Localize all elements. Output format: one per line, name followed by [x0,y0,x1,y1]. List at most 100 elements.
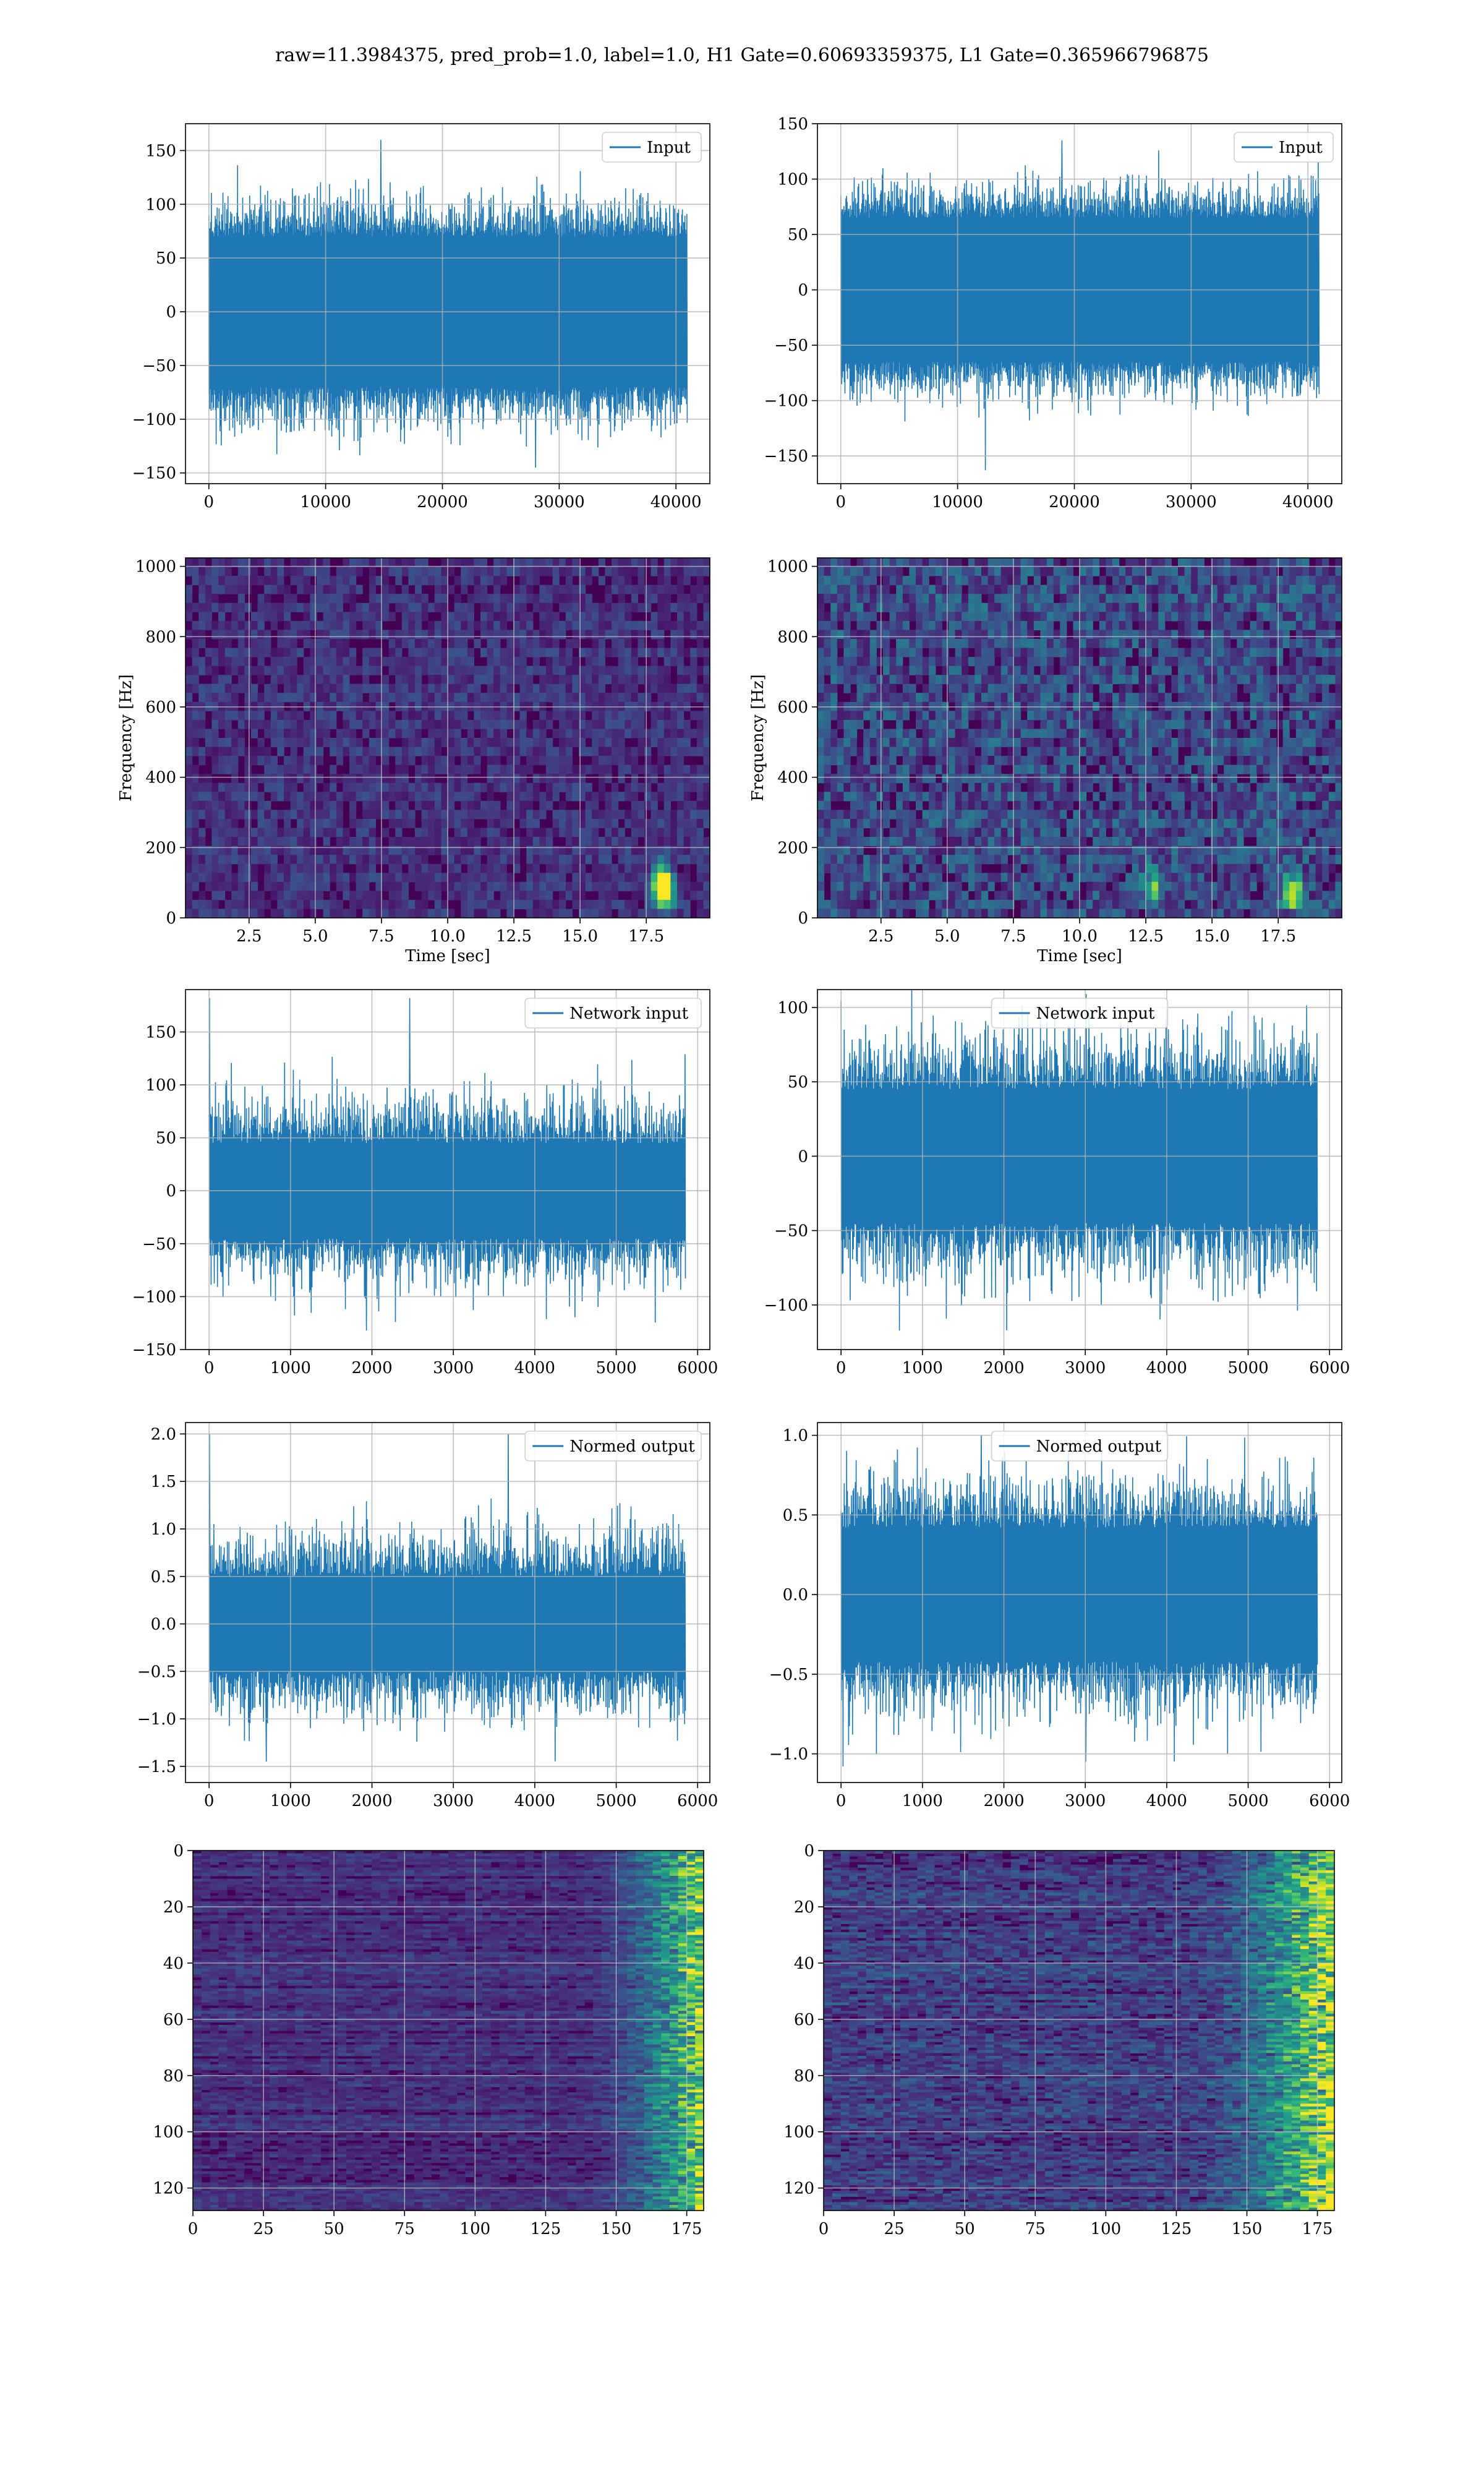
l1-spectrogram-cell [1073,648,1080,657]
l1-spectrogram-cell [1040,764,1047,774]
h1-spectrogram-cell [323,594,330,604]
l1-spectrogram-cell [1171,756,1179,766]
h1-spectrogram-cell [211,738,219,748]
h1-spectrogram-cell [644,764,652,774]
l1-spectrogram-cell [1263,782,1270,792]
l1-spectrogram-cell [896,576,903,586]
h1-spectrogram-cell [244,666,252,675]
h1-spectrogram-cell [605,738,612,748]
l1-spectrogram-cell [1007,584,1015,594]
l1-spectrogram-cell [1315,683,1323,693]
l1-spectrogram-cell [922,683,929,693]
h1-spectrogram-cell [650,729,658,738]
l1-spectrogram-cell [1020,764,1028,774]
l1-spectrogram-cell [1106,800,1113,810]
h1-spectrogram-cell [585,666,592,675]
l1-spectrogram-cell [843,782,851,792]
l1-spectrogram-cell [1191,683,1198,693]
l1-spectrogram-cell [1178,576,1185,586]
h1-spectrogram-cell [690,683,697,693]
l1-spectrogram-cell [1237,567,1244,576]
h1-spectrogram-cell [579,792,586,802]
h1-spectrogram-cell [401,738,409,748]
h1-spectrogram-cell [487,719,494,730]
l1-spectrogram-cell [994,738,1002,748]
h1-spectrogram-cell [441,648,448,657]
h1-spectrogram-cell [644,774,652,784]
h1-spectrogram-cell [592,909,599,918]
l1-spectrogram-cell [1040,810,1047,820]
h1-spectrogram-cell [650,837,658,847]
h1-spectrogram-cell [500,873,507,883]
l1-spectrogram-cell [1047,648,1054,657]
h1-spectrogram-cell [428,863,435,873]
h1-spectrogram-cell [559,756,566,766]
h1-spectrogram-cell [670,881,678,891]
h1-spectrogram-cell [670,810,678,820]
l1-spectrogram-cell [1138,602,1146,612]
l1-spectrogram-cell [1132,567,1139,576]
l1-spectrogram-cell [1335,567,1342,576]
h1-spectrogram-cell [343,584,350,594]
l1-spectrogram-cell [896,764,903,774]
h1-spectrogram-cell [474,810,481,820]
h1-spectrogram-cell [480,810,488,820]
h1-spectrogram-cell [441,630,448,640]
l1-spectrogram-cell [968,594,975,604]
l1-spectrogram-cell [843,810,851,820]
l1-spectrogram-cell [1302,630,1310,640]
l1-spectrogram-cell [1132,782,1139,792]
l1-spectrogram-cell [824,657,831,667]
l1-spectrogram-cell [1184,719,1192,730]
h1-spectrogram-cell [244,792,252,802]
l1-spectrogram-cell [1211,666,1218,675]
h1-spectrogram-cell [277,675,284,685]
h1-spectrogram-cell [186,711,193,721]
h1-spectrogram-cell [349,630,357,640]
h1-spectrogram-cell [323,881,330,891]
l1-spectrogram-cell [1027,602,1034,612]
l1-spectrogram-cell [1302,800,1310,810]
h1-spectrogram-cell [244,863,252,873]
h1-spectrogram-cell [612,648,619,657]
l1-spectrogram-cell [1080,630,1087,640]
h1-spectrogram-cell [559,738,566,748]
h1-spectrogram-cell [434,675,441,685]
h1-spectrogram-cell [448,855,455,865]
l1-spectrogram-cell [1302,738,1310,748]
l1-spectrogram-cell [1040,602,1047,612]
h1-spectrogram-cell [657,666,665,675]
h1-spectrogram-cell [186,558,193,568]
h1-spectrogram-cell [572,602,579,612]
l1-spectrogram-cell [1224,675,1231,685]
h1-spectrogram-cell [572,657,579,667]
h1-spectrogram-cell [284,855,291,865]
l1-spectrogram-cell [1204,747,1211,756]
h1-spectrogram-cell [487,782,494,792]
h1-spectrogram-cell [388,638,396,649]
h1-spectrogram-cell [592,648,599,657]
l1-spectrogram-cell [837,782,844,792]
h1-spectrogram-cell [211,584,219,594]
l1-spectrogram-cell [1158,729,1166,738]
l1-spectrogram-cell [1138,764,1146,774]
h1-spectrogram-cell [585,620,592,630]
l1-spectrogram-cell [1047,810,1054,820]
h1-spectrogram-cell [211,873,219,883]
h1-spectrogram-cell [448,774,455,784]
l1-spectrogram-cell [856,558,864,568]
h1-spectrogram-cell [421,738,429,748]
h1-spectrogram-cell [336,800,343,810]
h1-spectrogram-cell [539,594,547,604]
h1-spectrogram-cell [251,719,258,730]
l1-spectrogram-cell [1125,792,1133,802]
h1-spectrogram-cell [323,638,330,649]
l1-spectrogram-cell [889,675,897,685]
l1-spectrogram-cell [837,612,844,622]
l1-spectrogram-cell [1106,683,1113,693]
l1-spectrogram-cell [1263,675,1270,685]
h1-spectrogram-cell [264,810,271,820]
h1-spectrogram-cell [441,881,448,891]
l1-spectrogram-cell [1132,675,1139,685]
l1-spectrogram-cell [1099,747,1106,756]
